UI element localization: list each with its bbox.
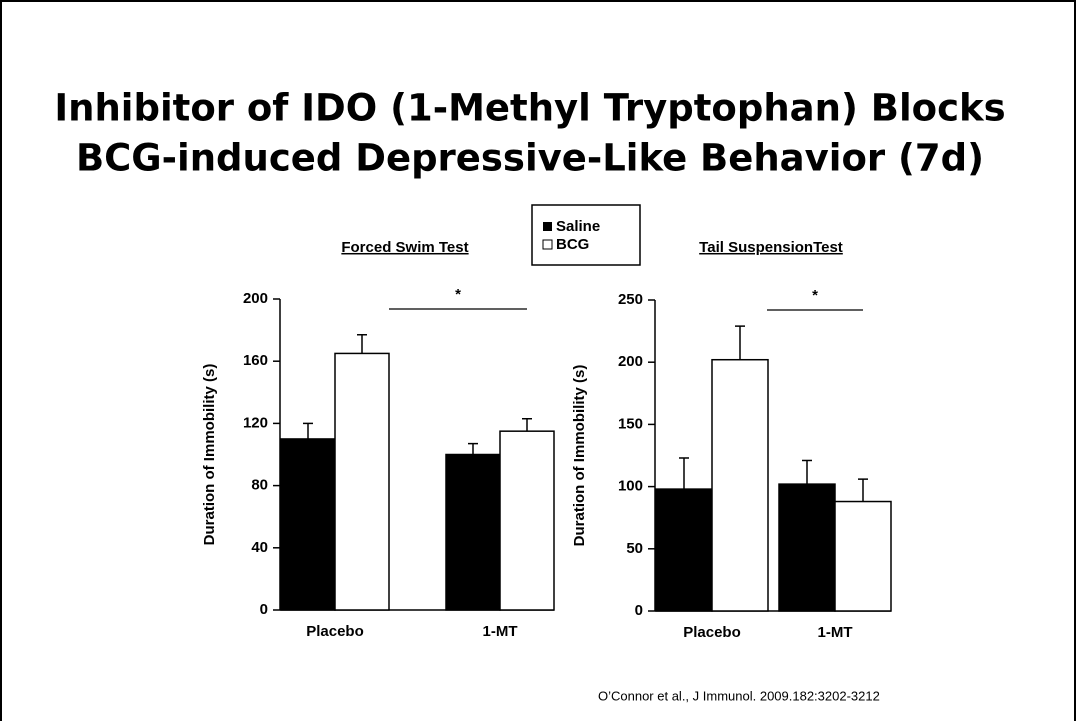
legend-swatch xyxy=(543,222,552,231)
citation: O’Connor et al., J Immunol. 2009.182:320… xyxy=(598,688,880,703)
y-axis-label: Duration of Immobility (s) xyxy=(201,364,218,546)
y-tick-label: 200 xyxy=(618,353,643,370)
y-tick-label: 0 xyxy=(635,602,643,619)
bar xyxy=(499,430,555,611)
slide-title: Inhibitor of IDO (1-Methyl Tryptophan) B… xyxy=(54,87,1005,130)
x-tick-label: Placebo xyxy=(683,624,741,641)
significance-star: * xyxy=(812,287,818,304)
significance-star: * xyxy=(455,286,461,303)
y-tick-label: 40 xyxy=(251,539,268,556)
x-tick-label: 1-MT xyxy=(818,624,853,641)
slide-title: BCG-induced Depressive-Like Behavior (7d… xyxy=(76,137,984,180)
y-tick-label: 150 xyxy=(618,415,643,432)
bar xyxy=(834,500,892,612)
bar xyxy=(655,488,713,612)
bar xyxy=(445,453,501,611)
bar xyxy=(334,352,390,611)
chart-title: Forced Swim Test xyxy=(341,239,468,256)
x-tick-label: 1-MT xyxy=(483,623,518,640)
legend-label: Saline xyxy=(556,218,600,235)
y-tick-label: 0 xyxy=(260,601,268,618)
bar xyxy=(711,358,769,612)
y-axis-label: Duration of Immobility (s) xyxy=(571,365,588,547)
bar xyxy=(778,483,836,612)
y-tick-label: 100 xyxy=(618,478,643,495)
bar xyxy=(280,438,336,611)
x-tick-label: Placebo xyxy=(306,623,364,640)
y-tick-label: 120 xyxy=(243,414,268,431)
legend-box xyxy=(531,204,641,266)
legend-label: BCG xyxy=(556,236,589,253)
chart-title: Tail SuspensionTest xyxy=(699,239,843,256)
legend-swatch xyxy=(542,239,553,250)
y-tick-label: 160 xyxy=(243,352,268,369)
y-tick-label: 50 xyxy=(626,540,643,557)
y-tick-label: 250 xyxy=(618,291,643,308)
y-tick-label: 80 xyxy=(251,477,268,494)
y-tick-label: 200 xyxy=(243,290,268,307)
